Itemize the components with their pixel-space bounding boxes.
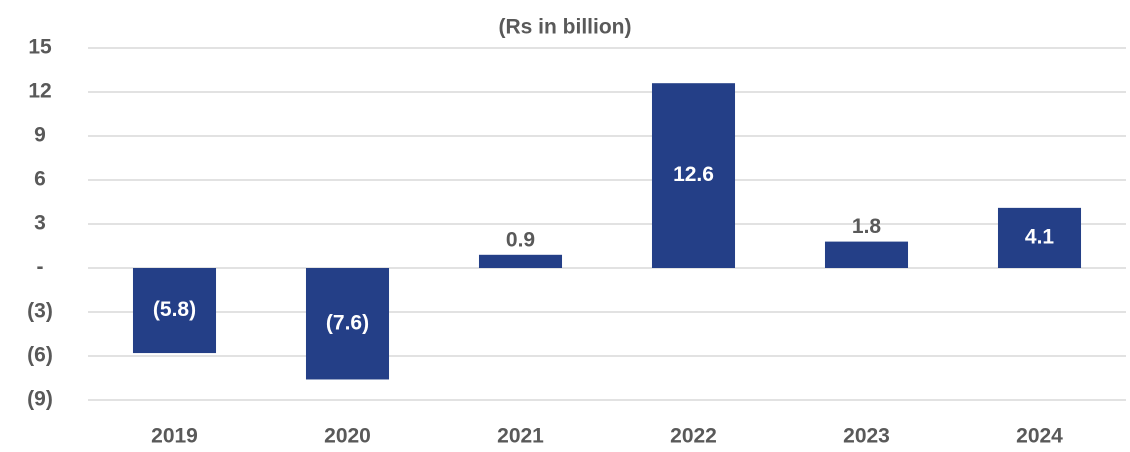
bar bbox=[132, 268, 217, 354]
data-label: 1.8 bbox=[852, 215, 882, 238]
y-tick-label: 3 bbox=[34, 212, 46, 235]
y-tick-label: 15 bbox=[28, 36, 52, 59]
bar bbox=[478, 254, 563, 268]
x-tick-label: 2021 bbox=[497, 425, 544, 448]
bar bbox=[651, 83, 736, 268]
x-tick-label: 2019 bbox=[151, 425, 198, 448]
data-label: 12.6 bbox=[673, 163, 714, 186]
y-tick-label: 6 bbox=[34, 168, 46, 191]
y-tick-label: (6) bbox=[27, 344, 53, 367]
x-tick-label: 2020 bbox=[324, 425, 371, 448]
bar bbox=[305, 268, 390, 380]
x-tick-label: 2022 bbox=[670, 425, 717, 448]
bar bbox=[824, 241, 909, 268]
y-tick-label: 12 bbox=[28, 80, 51, 103]
y-tick-label: (3) bbox=[27, 300, 53, 323]
x-tick-label: 2023 bbox=[843, 425, 890, 448]
data-label: 0.9 bbox=[506, 228, 535, 251]
data-label: 4.1 bbox=[1025, 225, 1055, 248]
y-tick-label: 9 bbox=[34, 124, 46, 147]
x-tick-label: 2024 bbox=[1016, 425, 1063, 448]
data-label: (7.6) bbox=[326, 311, 369, 334]
y-tick-label: (9) bbox=[27, 388, 53, 411]
bar bbox=[997, 207, 1082, 268]
chart-title: (Rs in billion) bbox=[499, 16, 632, 39]
data-label: (5.8) bbox=[153, 298, 196, 321]
y-tick-label: - bbox=[37, 256, 44, 279]
